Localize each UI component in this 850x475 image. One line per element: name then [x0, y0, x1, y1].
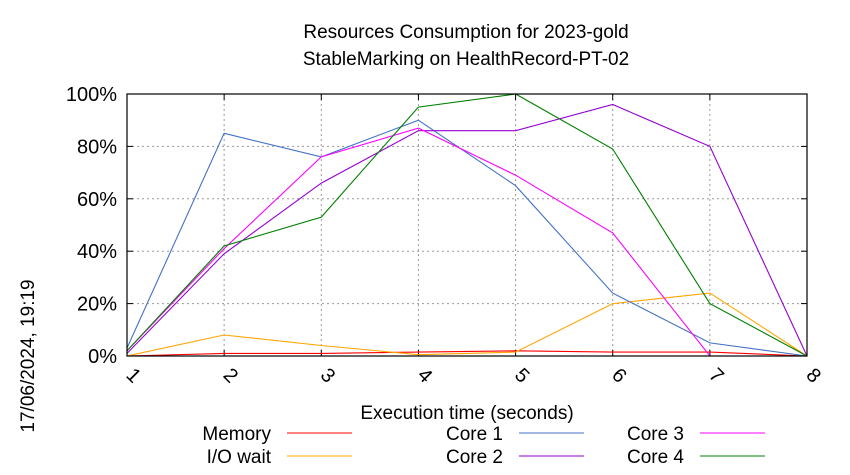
x-tick-label: 2	[219, 364, 242, 387]
legend-label: Core 1	[446, 424, 503, 445]
x-tick-label: 6	[607, 364, 630, 387]
plot-frame	[126, 93, 808, 357]
legend-label: Core 2	[446, 447, 503, 468]
y-tick-label: 60%	[77, 189, 117, 211]
series-line-core-2	[126, 103, 808, 357]
series-line-memory	[126, 350, 808, 357]
x-tick-label: 4	[413, 364, 436, 387]
chart-title-line-1: Resources Consumption for 2023-gold	[303, 22, 628, 43]
y-axis-ticks: 0% 20% 40% 60% 80% 100%	[66, 84, 807, 368]
x-tick-label: 8	[802, 364, 825, 387]
series-lines	[126, 93, 808, 357]
legend-label: Core 4	[627, 447, 684, 468]
x-axis-ticks: 1 2 3 4 5 6 7 8	[122, 94, 825, 387]
y-tick-label: 20%	[77, 294, 117, 316]
series-line-core-4	[126, 93, 808, 357]
y-tick-label: 100%	[66, 84, 117, 106]
legend-label: Core 3	[627, 424, 684, 445]
x-tick-label: 1	[122, 364, 145, 387]
y-tick-label: 0%	[88, 346, 117, 368]
y-tick-label: 40%	[77, 241, 117, 263]
x-tick-label: 7	[704, 364, 727, 387]
x-axis-label: Execution time (seconds)	[360, 403, 573, 424]
timestamp-label: 17/06/2024, 19:19	[18, 279, 39, 432]
grid	[127, 94, 807, 356]
series-line-core-3	[126, 127, 807, 357]
y-tick-label: 80%	[77, 136, 117, 158]
legend-label: Memory	[202, 424, 271, 445]
chart-title-line-2: StableMarking on HealthRecord-PT-02	[303, 49, 629, 70]
x-tick-label: 5	[510, 364, 533, 387]
series-line-i-o-wait	[126, 292, 808, 357]
series-line-core-1	[126, 119, 808, 357]
legend-label: I/O wait	[207, 447, 272, 468]
x-tick-label: 3	[316, 364, 339, 387]
